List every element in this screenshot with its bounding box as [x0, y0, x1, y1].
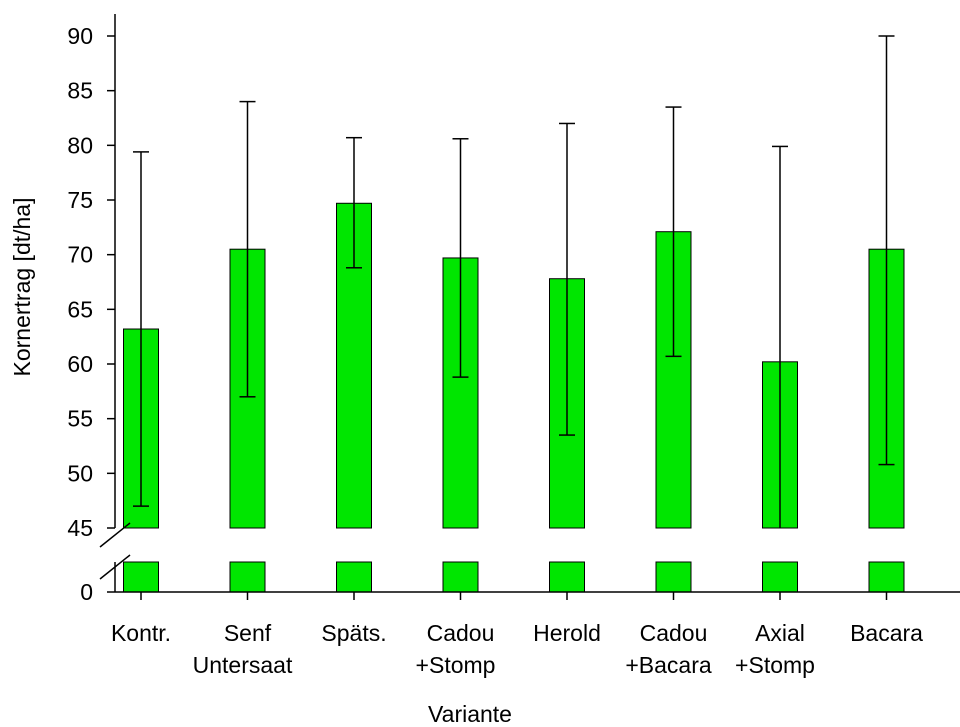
x-tick-label: +Stomp — [416, 652, 496, 678]
x-tick-label: Axial — [755, 620, 805, 646]
x-axis-title: Variante — [428, 701, 512, 727]
axis-break-mark-lower — [99, 554, 131, 580]
bar-base — [868, 561, 905, 593]
bar-base — [229, 561, 266, 593]
y-tick-label: 85 — [67, 78, 93, 104]
bar-base — [655, 561, 692, 593]
y-tick-label: 50 — [67, 460, 93, 486]
y-tick-label: 45 — [67, 515, 93, 541]
x-tick-label: +Stomp — [735, 652, 815, 678]
y-axis-title: Kornertrag [dt/ha] — [9, 198, 35, 377]
bars — [123, 202, 905, 593]
bar-base — [762, 561, 798, 593]
y-tick-label: 55 — [67, 406, 93, 432]
x-tick-label: Untersaat — [193, 652, 293, 678]
y-tick-label: 0 — [80, 579, 93, 605]
y-tick-label: 80 — [67, 132, 93, 158]
bar-base — [123, 561, 159, 593]
y-tick-label: 65 — [67, 296, 93, 322]
x-tick-label: Cadou — [427, 620, 495, 646]
axes — [99, 14, 960, 593]
y-tick-label: 75 — [67, 187, 93, 213]
y-tick-label: 60 — [67, 351, 93, 377]
y-ticks: 0 45 50 55 60 65 70 75 80 85 90 — [67, 23, 115, 605]
y-tick-label: 90 — [67, 23, 93, 49]
y-tick-label: 70 — [67, 242, 93, 268]
x-tick-label: Kontr. — [111, 620, 171, 646]
axis-break-mark-upper — [99, 522, 131, 548]
x-tick-label: Bacara — [850, 620, 923, 646]
x-tick-label: Späts. — [321, 620, 386, 646]
x-tick-label: +Bacara — [625, 652, 712, 678]
bar-base — [442, 561, 479, 593]
bar-base — [336, 561, 372, 593]
bar-base — [549, 561, 585, 593]
x-tick-label: Cadou — [640, 620, 708, 646]
x-tick-labels: Kontr. Senf Untersaat Späts. Cadou +Stomp Hero… — [111, 592, 923, 678]
x-tick-label: Herold — [533, 620, 601, 646]
error-bars — [133, 35, 895, 528]
x-tick-label: Senf — [224, 620, 272, 646]
